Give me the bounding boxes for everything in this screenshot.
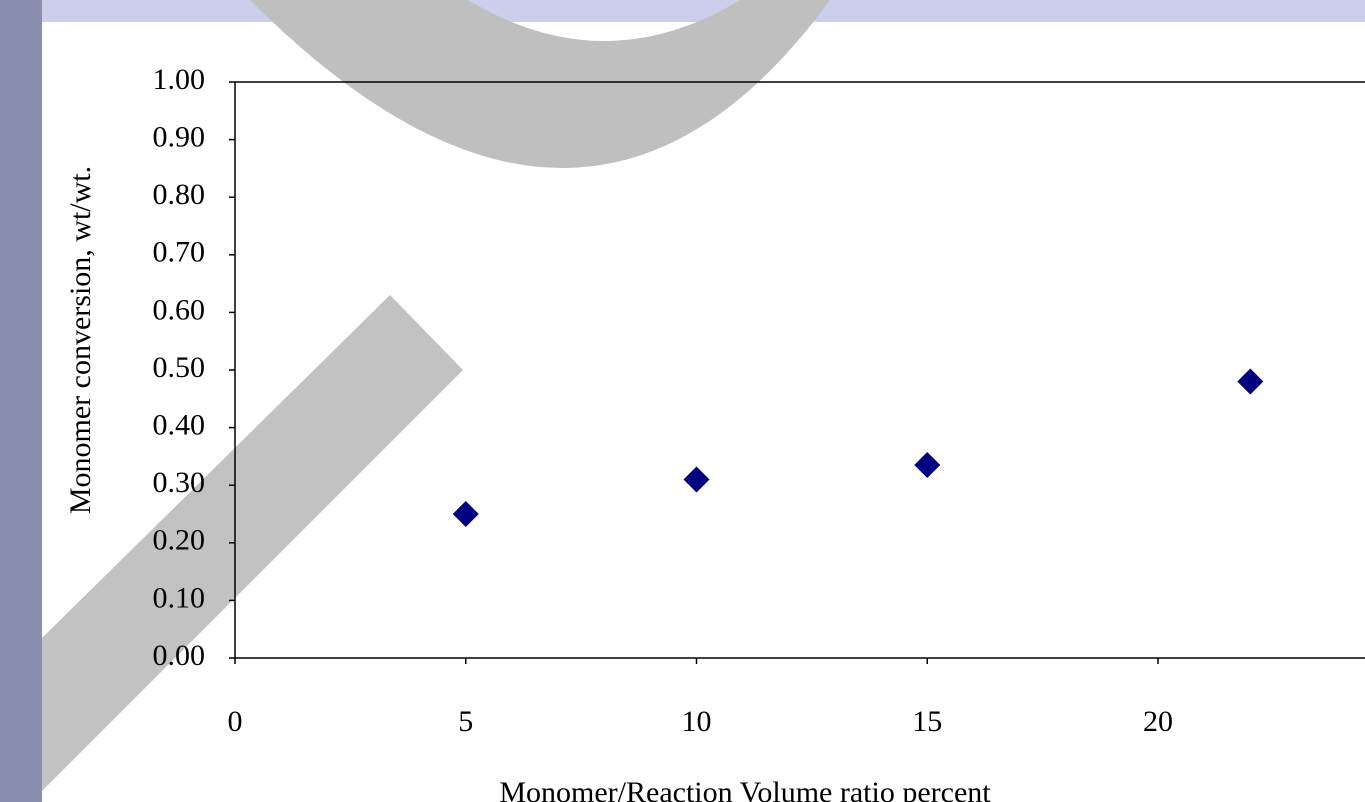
marker — [914, 452, 941, 479]
x-tick-label: 15 — [912, 705, 942, 738]
left-band — [0, 0, 42, 802]
decor-arc — [250, 0, 830, 168]
y-tick-label: 0.90 — [153, 120, 206, 153]
marker — [683, 466, 710, 493]
marker — [452, 501, 479, 527]
y-tick-label: 0.50 — [153, 351, 206, 384]
x-axis-label: Monomer/Reaction Volume ratio percent — [499, 776, 991, 802]
decor-bar — [42, 295, 463, 791]
y-tick-label: 1.00 — [153, 63, 206, 96]
x-tick-label: 20 — [1143, 705, 1173, 738]
x-tick-label: 5 — [458, 705, 473, 738]
top-band — [0, 0, 1365, 22]
y-tick-label: 0.40 — [153, 408, 206, 441]
marker — [1237, 368, 1264, 395]
y-tick-label: 0.10 — [153, 581, 206, 614]
y-tick-label: 0.30 — [153, 466, 206, 499]
x-tick-label: 10 — [682, 705, 712, 738]
y-tick-label: 0.00 — [153, 639, 206, 672]
y-tick-label: 0.70 — [153, 236, 206, 269]
y-axis-label: Monomer conversion, wt/wt. — [64, 166, 97, 514]
y-tick-label: 0.20 — [153, 524, 206, 557]
x-tick-label: 0 — [228, 705, 243, 738]
plot-area: 0.00 0.10 0.20 0.30 0.40 0.50 0.60 0.70 0.80 0.90… — [153, 63, 1365, 738]
y-tick-label: 0.80 — [153, 178, 206, 211]
y-tick-label: 0.60 — [153, 293, 206, 326]
